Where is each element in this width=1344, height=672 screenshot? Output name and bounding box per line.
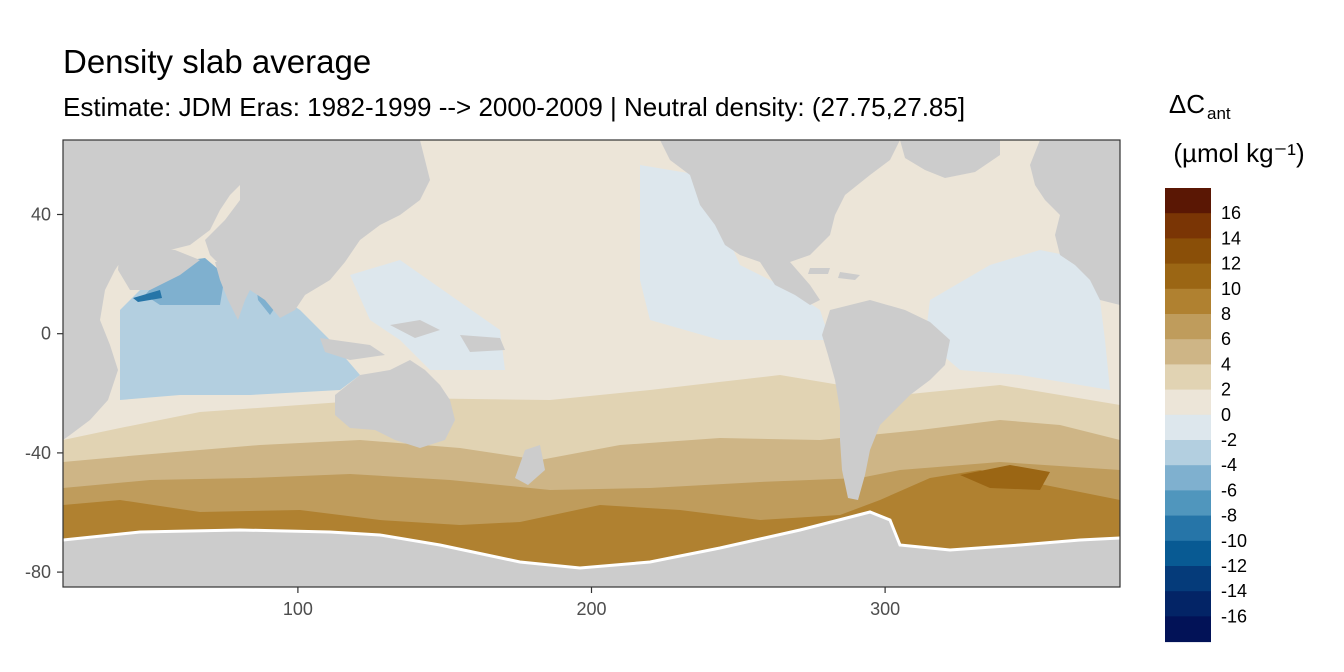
y-tick-label: -80 — [25, 562, 51, 582]
x-tick-label: 100 — [283, 599, 313, 619]
legend-swatch — [1165, 238, 1211, 265]
ocean-region-eastern-pacific — [640, 165, 830, 340]
legend-swatch — [1165, 188, 1211, 214]
legend-swatch — [1165, 263, 1211, 290]
legend-swatch — [1165, 566, 1211, 592]
legend-swatch — [1165, 364, 1211, 391]
legend-label: -2 — [1221, 430, 1237, 450]
legend-label: -8 — [1221, 506, 1237, 526]
land-north-america — [660, 140, 900, 262]
land-australia — [335, 360, 455, 448]
legend-swatch — [1165, 389, 1211, 416]
legend-label: -4 — [1221, 455, 1237, 475]
land-south-america — [822, 300, 950, 500]
land-antarctica — [63, 512, 1120, 587]
land-arabia — [118, 245, 200, 290]
legend-label: 4 — [1221, 354, 1231, 374]
legend-swatch — [1165, 515, 1211, 542]
coast-antarctica — [63, 510, 1120, 570]
legend-label: 0 — [1221, 405, 1231, 425]
y-tick-label: 0 — [41, 324, 51, 344]
legend-swatch — [1165, 339, 1211, 365]
x-tick-label: 300 — [870, 599, 900, 619]
ocean-region-indian — [120, 275, 360, 400]
legend-swatch — [1165, 288, 1211, 315]
legend-swatch — [1165, 616, 1211, 643]
legend-swatch — [1165, 440, 1211, 466]
legend-units: (µmol kg⁻¹) — [1173, 138, 1304, 168]
legend-label: 2 — [1221, 380, 1231, 400]
legend-title-subscript: ant — [1207, 104, 1231, 123]
land-indonesia — [320, 320, 505, 360]
legend-label: -16 — [1221, 606, 1247, 626]
legend-swatch — [1165, 314, 1211, 340]
legend-swatch — [1165, 591, 1211, 617]
ocean-band-5 — [960, 465, 1050, 490]
land-greenland — [900, 140, 1000, 178]
land-europe — [1030, 140, 1120, 305]
legend-swatch — [1165, 465, 1211, 491]
y-tick-label: -40 — [25, 443, 51, 463]
x-tick-label: 200 — [576, 599, 606, 619]
chart-subtitle: Estimate: JDM Eras: 1982-1999 --> 2000-2… — [63, 92, 966, 122]
ocean-region-tropical-atlantic — [925, 250, 1110, 390]
land-asia — [205, 140, 430, 318]
color-legend: ΔC ant (µmol kg⁻¹) 16 14 12 10 8 6 4 2 0 -2 -4 -6 -8… — [1165, 89, 1305, 643]
chart-title: Density slab average — [63, 43, 372, 80]
legend-label: -14 — [1221, 581, 1247, 601]
legend-label: -10 — [1221, 531, 1247, 551]
legend-label: 16 — [1221, 203, 1241, 223]
y-tick-label: 40 — [31, 205, 51, 225]
legend-swatch — [1165, 490, 1211, 517]
legend-label: 10 — [1221, 279, 1241, 299]
land-central-america — [760, 262, 820, 305]
legend-swatch — [1165, 414, 1211, 441]
legend-swatch — [1165, 213, 1211, 239]
legend-label: -12 — [1221, 556, 1247, 576]
land-africa — [63, 140, 330, 440]
legend-label: 14 — [1221, 228, 1241, 248]
land-india — [215, 262, 260, 320]
legend-label: 6 — [1221, 329, 1231, 349]
land-caribbean — [808, 268, 860, 280]
legend-swatch — [1165, 540, 1211, 567]
legend-label: -6 — [1221, 480, 1237, 500]
legend-label: 8 — [1221, 304, 1231, 324]
legend-title: ΔC — [1169, 89, 1205, 119]
legend-label: 12 — [1221, 254, 1241, 274]
ocean-region-persian-gulf — [133, 290, 162, 302]
ocean-region-arabian-sea — [145, 258, 225, 305]
land-new-zealand — [515, 445, 545, 485]
